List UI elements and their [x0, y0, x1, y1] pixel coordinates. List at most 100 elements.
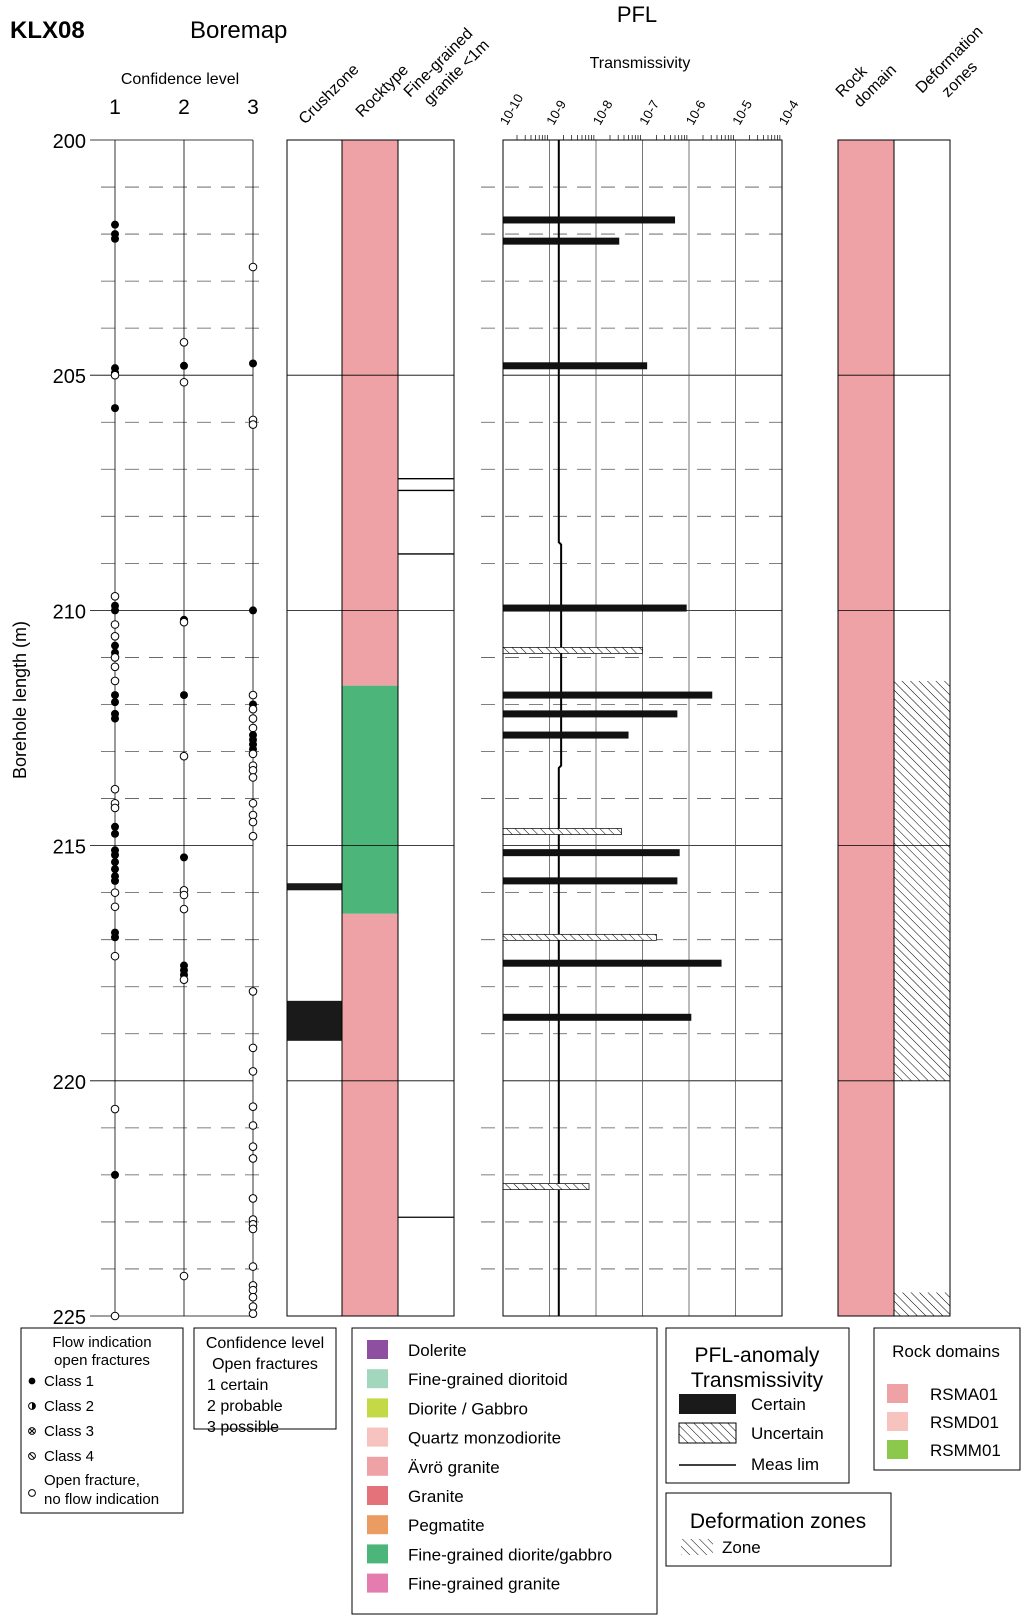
rocktype-legend-label: Diorite / Gabbro [408, 1399, 528, 1418]
transmissivity-tick-label: 10-7 [636, 97, 662, 127]
interval-fills [287, 140, 950, 1316]
fracture-open-point [248, 749, 258, 759]
pfl-anomaly-uncertain [502, 1183, 590, 1190]
measurement-limit-line [557, 140, 563, 1316]
rocktype-legend-label: Dolerite [408, 1341, 467, 1360]
flow-indication-legend: Flow indication open fractures Class 1 C… [20, 1327, 184, 1514]
pfl-anomaly-certain [503, 849, 680, 857]
rocktype-legend: Dolerite Fine-grained dioritoid Diorite / … [351, 1327, 658, 1615]
rocktype-legend-label: Granite [408, 1487, 464, 1506]
fracture-class1-point [111, 829, 119, 838]
fracture-open-point [179, 904, 189, 914]
certain-legend-label: Certain [751, 1395, 806, 1414]
confidence-level-2-label: 2 [178, 96, 190, 119]
fracture-open-point [110, 1311, 120, 1321]
fracture-open-point [179, 890, 189, 900]
transmissivity-title: Transmissivity [590, 55, 691, 72]
pfl-anomaly-certain [503, 731, 629, 739]
rocktype-legend-swatch [367, 1456, 388, 1476]
fracture-open-point [248, 723, 258, 733]
fracture-open-point [179, 975, 189, 984]
fracture-open-point [110, 653, 120, 662]
confidence-level-1-label: 1 [109, 96, 121, 119]
fracture-open-point [110, 676, 120, 686]
fracture-class1-point [111, 865, 119, 874]
rock-domain-interval [838, 140, 894, 1316]
confidence-level-title: Confidence level [121, 71, 239, 88]
fracture-open-point [248, 1194, 258, 1203]
transmissivity-tick-label: 10-8 [590, 97, 616, 127]
rocktype-interval [342, 140, 398, 686]
transmissivity-tick-label: 10-6 [683, 97, 709, 127]
rock-domain-legend-label: RSMA01 [930, 1385, 998, 1404]
pfl-anomaly-certain [503, 604, 687, 612]
fracture-open-point [248, 1224, 258, 1234]
fracture-class1-point [111, 641, 119, 650]
rocktype-interval [342, 913, 398, 1316]
deformation-zone-interval [894, 1292, 950, 1316]
fracture-open-point [248, 817, 258, 827]
fracture-class1-point [111, 1170, 119, 1179]
fracture-open-point [248, 1102, 258, 1111]
depth-tick-label: 215 [53, 837, 86, 859]
pfl-anomaly-certain [503, 216, 676, 224]
uncertain-legend-label: Uncertain [751, 1424, 824, 1443]
rock-domain-legend-swatch [887, 1440, 908, 1459]
open-fracture-legend-label-1: Open fracture, [44, 1472, 140, 1489]
pfl-legend-title-1: PFL-anomaly [695, 1344, 820, 1367]
meas-lim-legend-label: Meas lim [751, 1455, 819, 1474]
transmissivity-tick-label: 10-9 [543, 97, 569, 127]
track-background [287, 140, 342, 1316]
rock-domain-legend-swatch [887, 1412, 908, 1431]
y-axis-label: Borehole length (m) [10, 621, 30, 779]
fracture-open-point [248, 1043, 258, 1053]
fracture-open-point [110, 888, 120, 897]
rock-domains-legend: Rock domains RSMA01 RSMD01 RSMM01 [873, 1327, 1021, 1471]
pfl-anomaly-certain [503, 877, 678, 885]
fracture-open-point [110, 951, 120, 961]
pfl-anomaly-legend: PFL-anomaly Transmissivity Certain Uncer… [665, 1327, 850, 1484]
fracture-open-point [248, 1285, 258, 1295]
pfl-anomaly-certain [503, 237, 620, 245]
fracture-open-point [179, 617, 189, 627]
fracture-open-point [179, 1271, 189, 1281]
rock-domain-legend-label: RSMM01 [930, 1441, 1001, 1460]
rocktype-legend-label: Ävrö granite [408, 1458, 500, 1477]
confidence-legend-title-1: Confidence level [206, 1335, 324, 1352]
zone-legend-label: Zone [722, 1538, 761, 1557]
column-frame [286, 139, 455, 1317]
rocktype-legend-swatch [367, 1369, 388, 1389]
deformation-zone-interval [894, 680, 950, 1081]
confidence-legend-l3: 3 possible [207, 1419, 279, 1436]
fracture-open-point [248, 1309, 258, 1318]
uncertain-legend-swatch [678, 1422, 737, 1444]
fracture-class1-point [249, 359, 257, 368]
fracture-class1-point [111, 851, 119, 860]
class2-legend-label: Class 2 [44, 1398, 94, 1415]
rocktype-legend-swatch [367, 1573, 388, 1593]
deformation-zones-legend: Deformation zones Zone [665, 1492, 892, 1567]
transmissivity-tick-label: 10-10 [497, 91, 527, 127]
fracture-class1-point [111, 714, 119, 723]
flow-legend-title-1: Flow indication [52, 1334, 151, 1351]
fracture-open-point [110, 591, 120, 601]
pfl-anomaly-certain [503, 1013, 692, 1021]
track-background [398, 140, 454, 1316]
fracture-open-point [110, 803, 120, 813]
fracture-class1-point [111, 858, 119, 867]
depth-tick-label: 225 [53, 1307, 86, 1329]
confidence-level-3-label: 3 [247, 96, 259, 119]
class1-legend-label: Class 1 [44, 1373, 94, 1390]
depth-axis: 10-10 10-9 10-8 10-7 10-6 10-5 10-420020521021… [53, 91, 802, 1329]
rocktype-legend-swatch [367, 1544, 388, 1564]
class4-legend-label: Class 4 [44, 1448, 94, 1465]
fracture-open-point [179, 337, 189, 347]
column-frame [502, 139, 783, 1317]
confidence-level-legend: Confidence level Open fractures 1 certai… [193, 1327, 337, 1436]
class2-legend-half [32, 1402, 36, 1410]
fracture-class1-point [249, 606, 257, 615]
fracture-open-point [248, 1292, 258, 1302]
fracture-class1-point [111, 876, 119, 885]
rock-domain-legend-swatch [887, 1384, 908, 1403]
